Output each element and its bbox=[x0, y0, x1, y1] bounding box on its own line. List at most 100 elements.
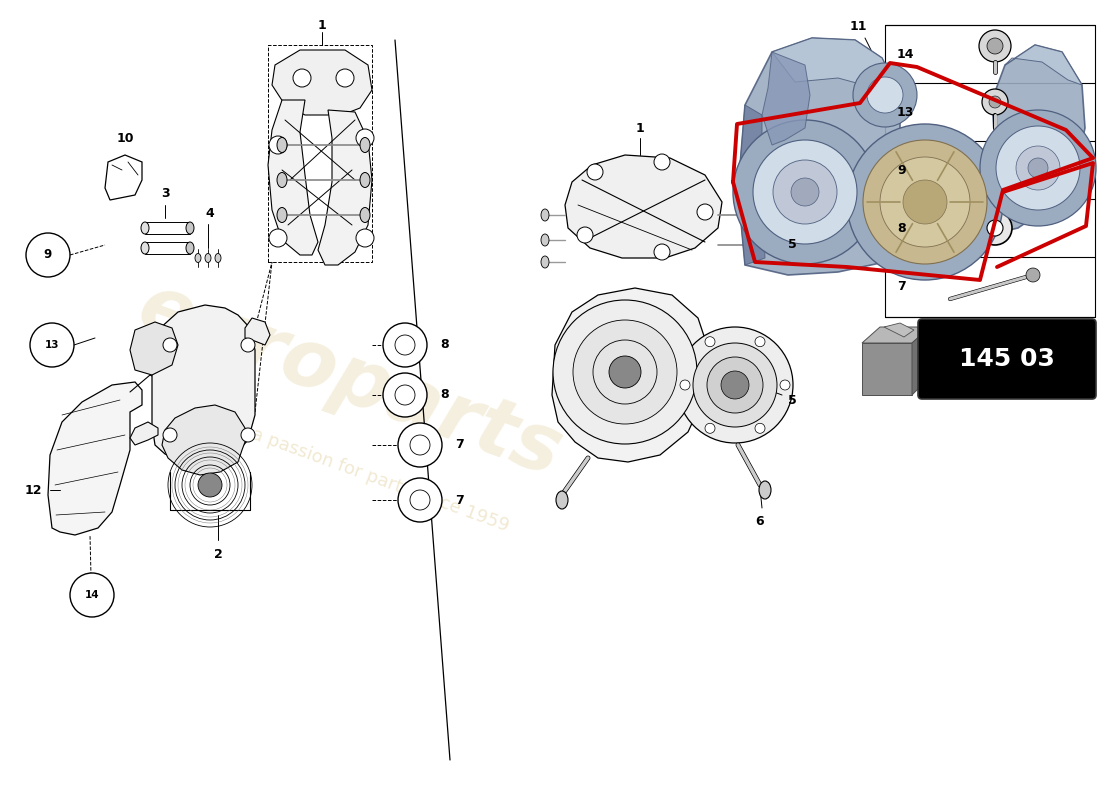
Ellipse shape bbox=[214, 254, 221, 262]
Circle shape bbox=[198, 473, 222, 497]
Text: 10: 10 bbox=[117, 132, 134, 145]
Ellipse shape bbox=[186, 222, 194, 234]
Circle shape bbox=[398, 423, 442, 467]
Circle shape bbox=[163, 338, 177, 352]
Ellipse shape bbox=[759, 481, 771, 499]
Text: 4: 4 bbox=[206, 207, 214, 220]
Circle shape bbox=[573, 320, 676, 424]
Circle shape bbox=[270, 229, 287, 247]
Polygon shape bbox=[912, 327, 930, 395]
Circle shape bbox=[903, 180, 947, 224]
Circle shape bbox=[980, 110, 1096, 226]
Text: a passion for parts since 1959: a passion for parts since 1959 bbox=[249, 425, 512, 535]
Circle shape bbox=[707, 357, 763, 413]
Circle shape bbox=[987, 38, 1003, 54]
Ellipse shape bbox=[541, 234, 549, 246]
Text: 14: 14 bbox=[85, 590, 99, 600]
Polygon shape bbox=[738, 105, 764, 265]
Ellipse shape bbox=[277, 138, 287, 153]
Circle shape bbox=[336, 69, 354, 87]
Text: 6: 6 bbox=[756, 515, 764, 528]
Ellipse shape bbox=[141, 242, 149, 254]
Circle shape bbox=[654, 154, 670, 170]
Ellipse shape bbox=[277, 207, 287, 222]
Ellipse shape bbox=[541, 256, 549, 268]
Text: 5: 5 bbox=[788, 238, 796, 251]
Circle shape bbox=[609, 356, 641, 388]
Circle shape bbox=[978, 211, 1012, 245]
Polygon shape bbox=[862, 343, 912, 395]
Text: 145 03: 145 03 bbox=[959, 347, 1055, 371]
Text: 7: 7 bbox=[455, 438, 464, 451]
Circle shape bbox=[241, 428, 255, 442]
Circle shape bbox=[654, 244, 670, 260]
Ellipse shape bbox=[745, 208, 755, 222]
Text: 12: 12 bbox=[24, 483, 42, 497]
Polygon shape bbox=[738, 38, 1085, 275]
Circle shape bbox=[720, 371, 749, 399]
Ellipse shape bbox=[360, 138, 370, 153]
Circle shape bbox=[676, 327, 793, 443]
Polygon shape bbox=[268, 100, 318, 255]
Text: 9: 9 bbox=[896, 163, 905, 177]
Circle shape bbox=[847, 124, 1003, 280]
Ellipse shape bbox=[195, 254, 201, 262]
Ellipse shape bbox=[541, 209, 549, 221]
Circle shape bbox=[1026, 151, 1039, 165]
Text: 11: 11 bbox=[849, 20, 867, 33]
Circle shape bbox=[705, 423, 715, 434]
Text: 13: 13 bbox=[896, 106, 914, 118]
Polygon shape bbox=[130, 422, 158, 445]
Polygon shape bbox=[245, 318, 270, 345]
Polygon shape bbox=[762, 52, 810, 145]
Text: 8: 8 bbox=[896, 222, 905, 234]
Polygon shape bbox=[1005, 45, 1082, 85]
Circle shape bbox=[852, 63, 917, 127]
Ellipse shape bbox=[277, 173, 287, 187]
Polygon shape bbox=[130, 322, 178, 375]
Polygon shape bbox=[565, 155, 722, 258]
Ellipse shape bbox=[360, 207, 370, 222]
Circle shape bbox=[1026, 268, 1039, 282]
Circle shape bbox=[680, 380, 690, 390]
Circle shape bbox=[996, 126, 1080, 210]
Circle shape bbox=[989, 96, 1001, 108]
Circle shape bbox=[587, 164, 603, 180]
Circle shape bbox=[553, 300, 697, 444]
Circle shape bbox=[733, 120, 877, 264]
Circle shape bbox=[754, 140, 857, 244]
Circle shape bbox=[755, 423, 764, 434]
Circle shape bbox=[241, 338, 255, 352]
Polygon shape bbox=[772, 38, 900, 95]
Text: 1: 1 bbox=[636, 122, 645, 135]
Polygon shape bbox=[162, 405, 245, 475]
Ellipse shape bbox=[141, 222, 149, 234]
Circle shape bbox=[880, 157, 970, 247]
Circle shape bbox=[987, 220, 1003, 236]
Ellipse shape bbox=[360, 173, 370, 187]
Circle shape bbox=[1028, 158, 1048, 178]
Circle shape bbox=[26, 233, 70, 277]
Text: 2: 2 bbox=[213, 549, 222, 562]
Polygon shape bbox=[272, 50, 372, 115]
Ellipse shape bbox=[186, 242, 194, 254]
Circle shape bbox=[697, 204, 713, 220]
Circle shape bbox=[979, 30, 1011, 62]
Text: 14: 14 bbox=[896, 47, 914, 61]
Circle shape bbox=[864, 140, 987, 264]
Circle shape bbox=[398, 478, 442, 522]
Polygon shape bbox=[48, 382, 142, 535]
Text: 7: 7 bbox=[896, 281, 905, 294]
Circle shape bbox=[982, 89, 1008, 115]
Text: 3: 3 bbox=[161, 187, 169, 200]
Circle shape bbox=[356, 229, 374, 247]
Ellipse shape bbox=[556, 491, 568, 509]
Circle shape bbox=[30, 323, 74, 367]
FancyBboxPatch shape bbox=[918, 319, 1096, 399]
Circle shape bbox=[293, 69, 311, 87]
Text: 5: 5 bbox=[788, 394, 796, 406]
Circle shape bbox=[780, 380, 790, 390]
Text: 13: 13 bbox=[45, 340, 59, 350]
Polygon shape bbox=[152, 305, 255, 465]
Circle shape bbox=[773, 160, 837, 224]
